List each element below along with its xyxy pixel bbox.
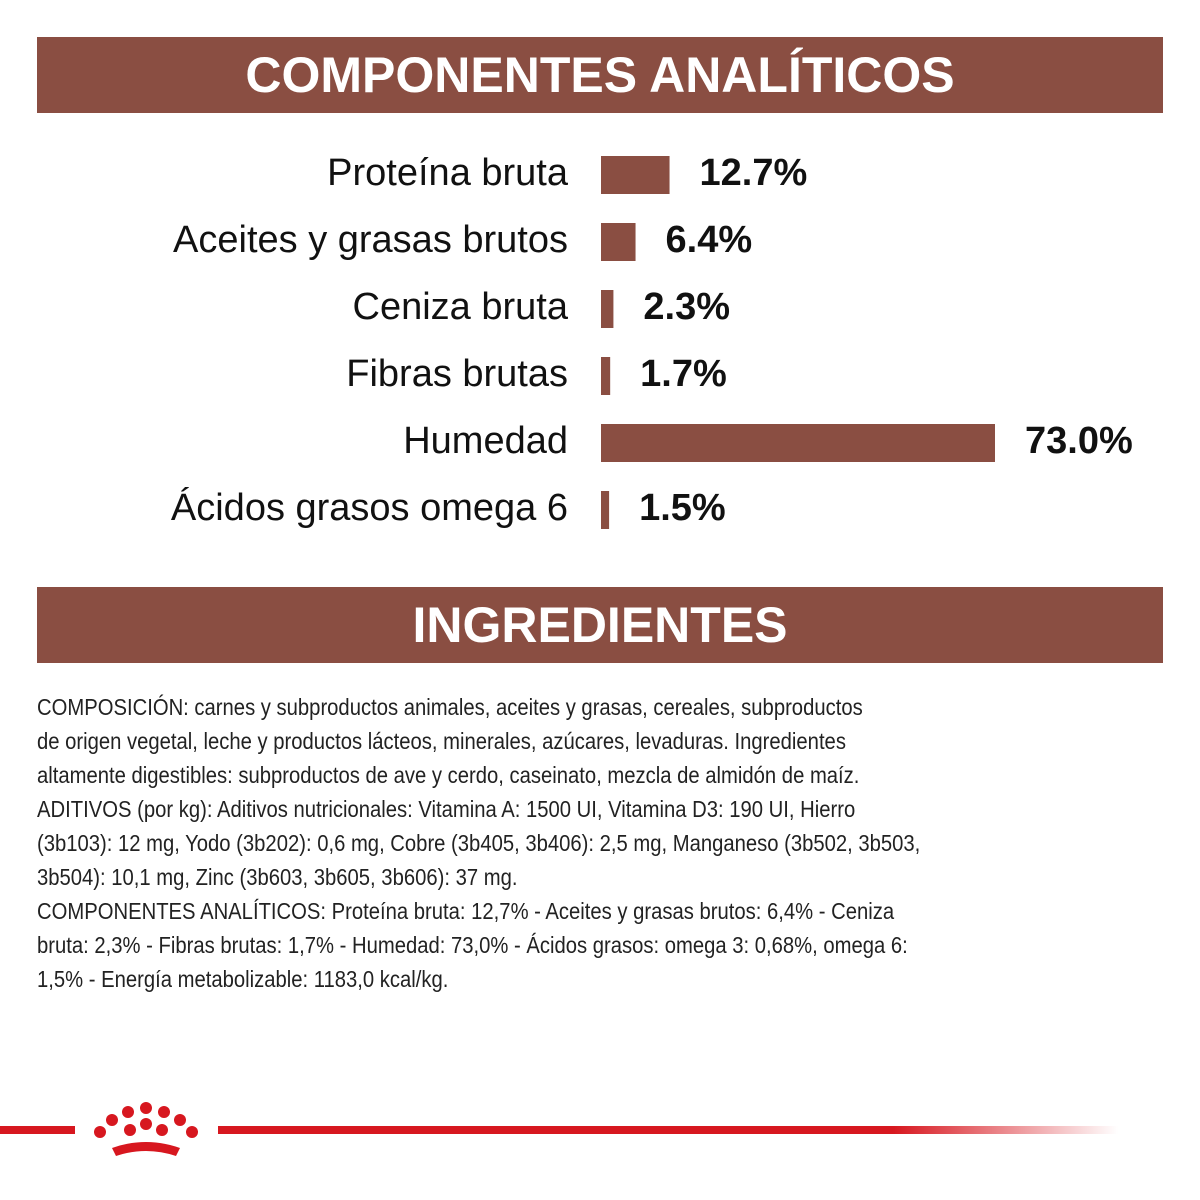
text-line: (3b103): 12 mg, Yodo (3b202): 0,6 mg, Co… (37, 830, 921, 856)
text-line: COMPONENTES ANALÍTICOS: Proteína bruta: … (37, 898, 895, 924)
bar (601, 424, 995, 462)
category-label: Ceniza bruta (353, 286, 569, 328)
section-header: COMPONENTES ANALÍTICOS (37, 37, 1163, 113)
text-line: 1,5% - Energía metabolizable: 1183,0 kca… (37, 966, 449, 992)
value-label: 73.0% (1025, 420, 1133, 462)
ingredients-text: COMPOSICIÓN: carnes y subproductos anima… (37, 690, 1163, 996)
text-line: de origen vegetal, leche y productos lác… (37, 728, 846, 754)
chart: Proteína bruta 12.7% Aceites y grasas brut… (171, 152, 1133, 529)
value-label: 6.4% (666, 219, 753, 261)
category-label: Fibras brutas (346, 353, 568, 395)
text-line: bruta: 2,3% - Fibras brutas: 1,7% - Hume… (37, 932, 908, 958)
category-label: Aceites y grasas brutos (173, 219, 568, 261)
category-label: Humedad (403, 420, 568, 462)
brand-footer (0, 1102, 1118, 1156)
category-label: Proteína bruta (327, 152, 569, 194)
value-label: 1.7% (640, 353, 727, 395)
section-header: INGREDIENTES (37, 587, 1163, 663)
text-line: ADITIVOS (por kg): Aditivos nutricionale… (37, 796, 856, 822)
bar (601, 491, 610, 529)
text-line: altamente digestibles: subproductos de a… (37, 762, 860, 788)
text-line: COMPOSICIÓN: carnes y subproductos anima… (37, 694, 863, 720)
bar (601, 223, 636, 261)
value-label: 12.7% (700, 152, 808, 194)
category-label: Ácidos grasos omega 6 (171, 486, 568, 529)
bar (601, 156, 670, 194)
bar (601, 290, 614, 328)
value-label: 1.5% (639, 487, 726, 529)
value-label: 2.3% (643, 286, 730, 328)
text-line: 3b504): 10,1 mg, Zinc (3b603, 3b605, 3b6… (37, 864, 518, 890)
bar (601, 357, 611, 395)
